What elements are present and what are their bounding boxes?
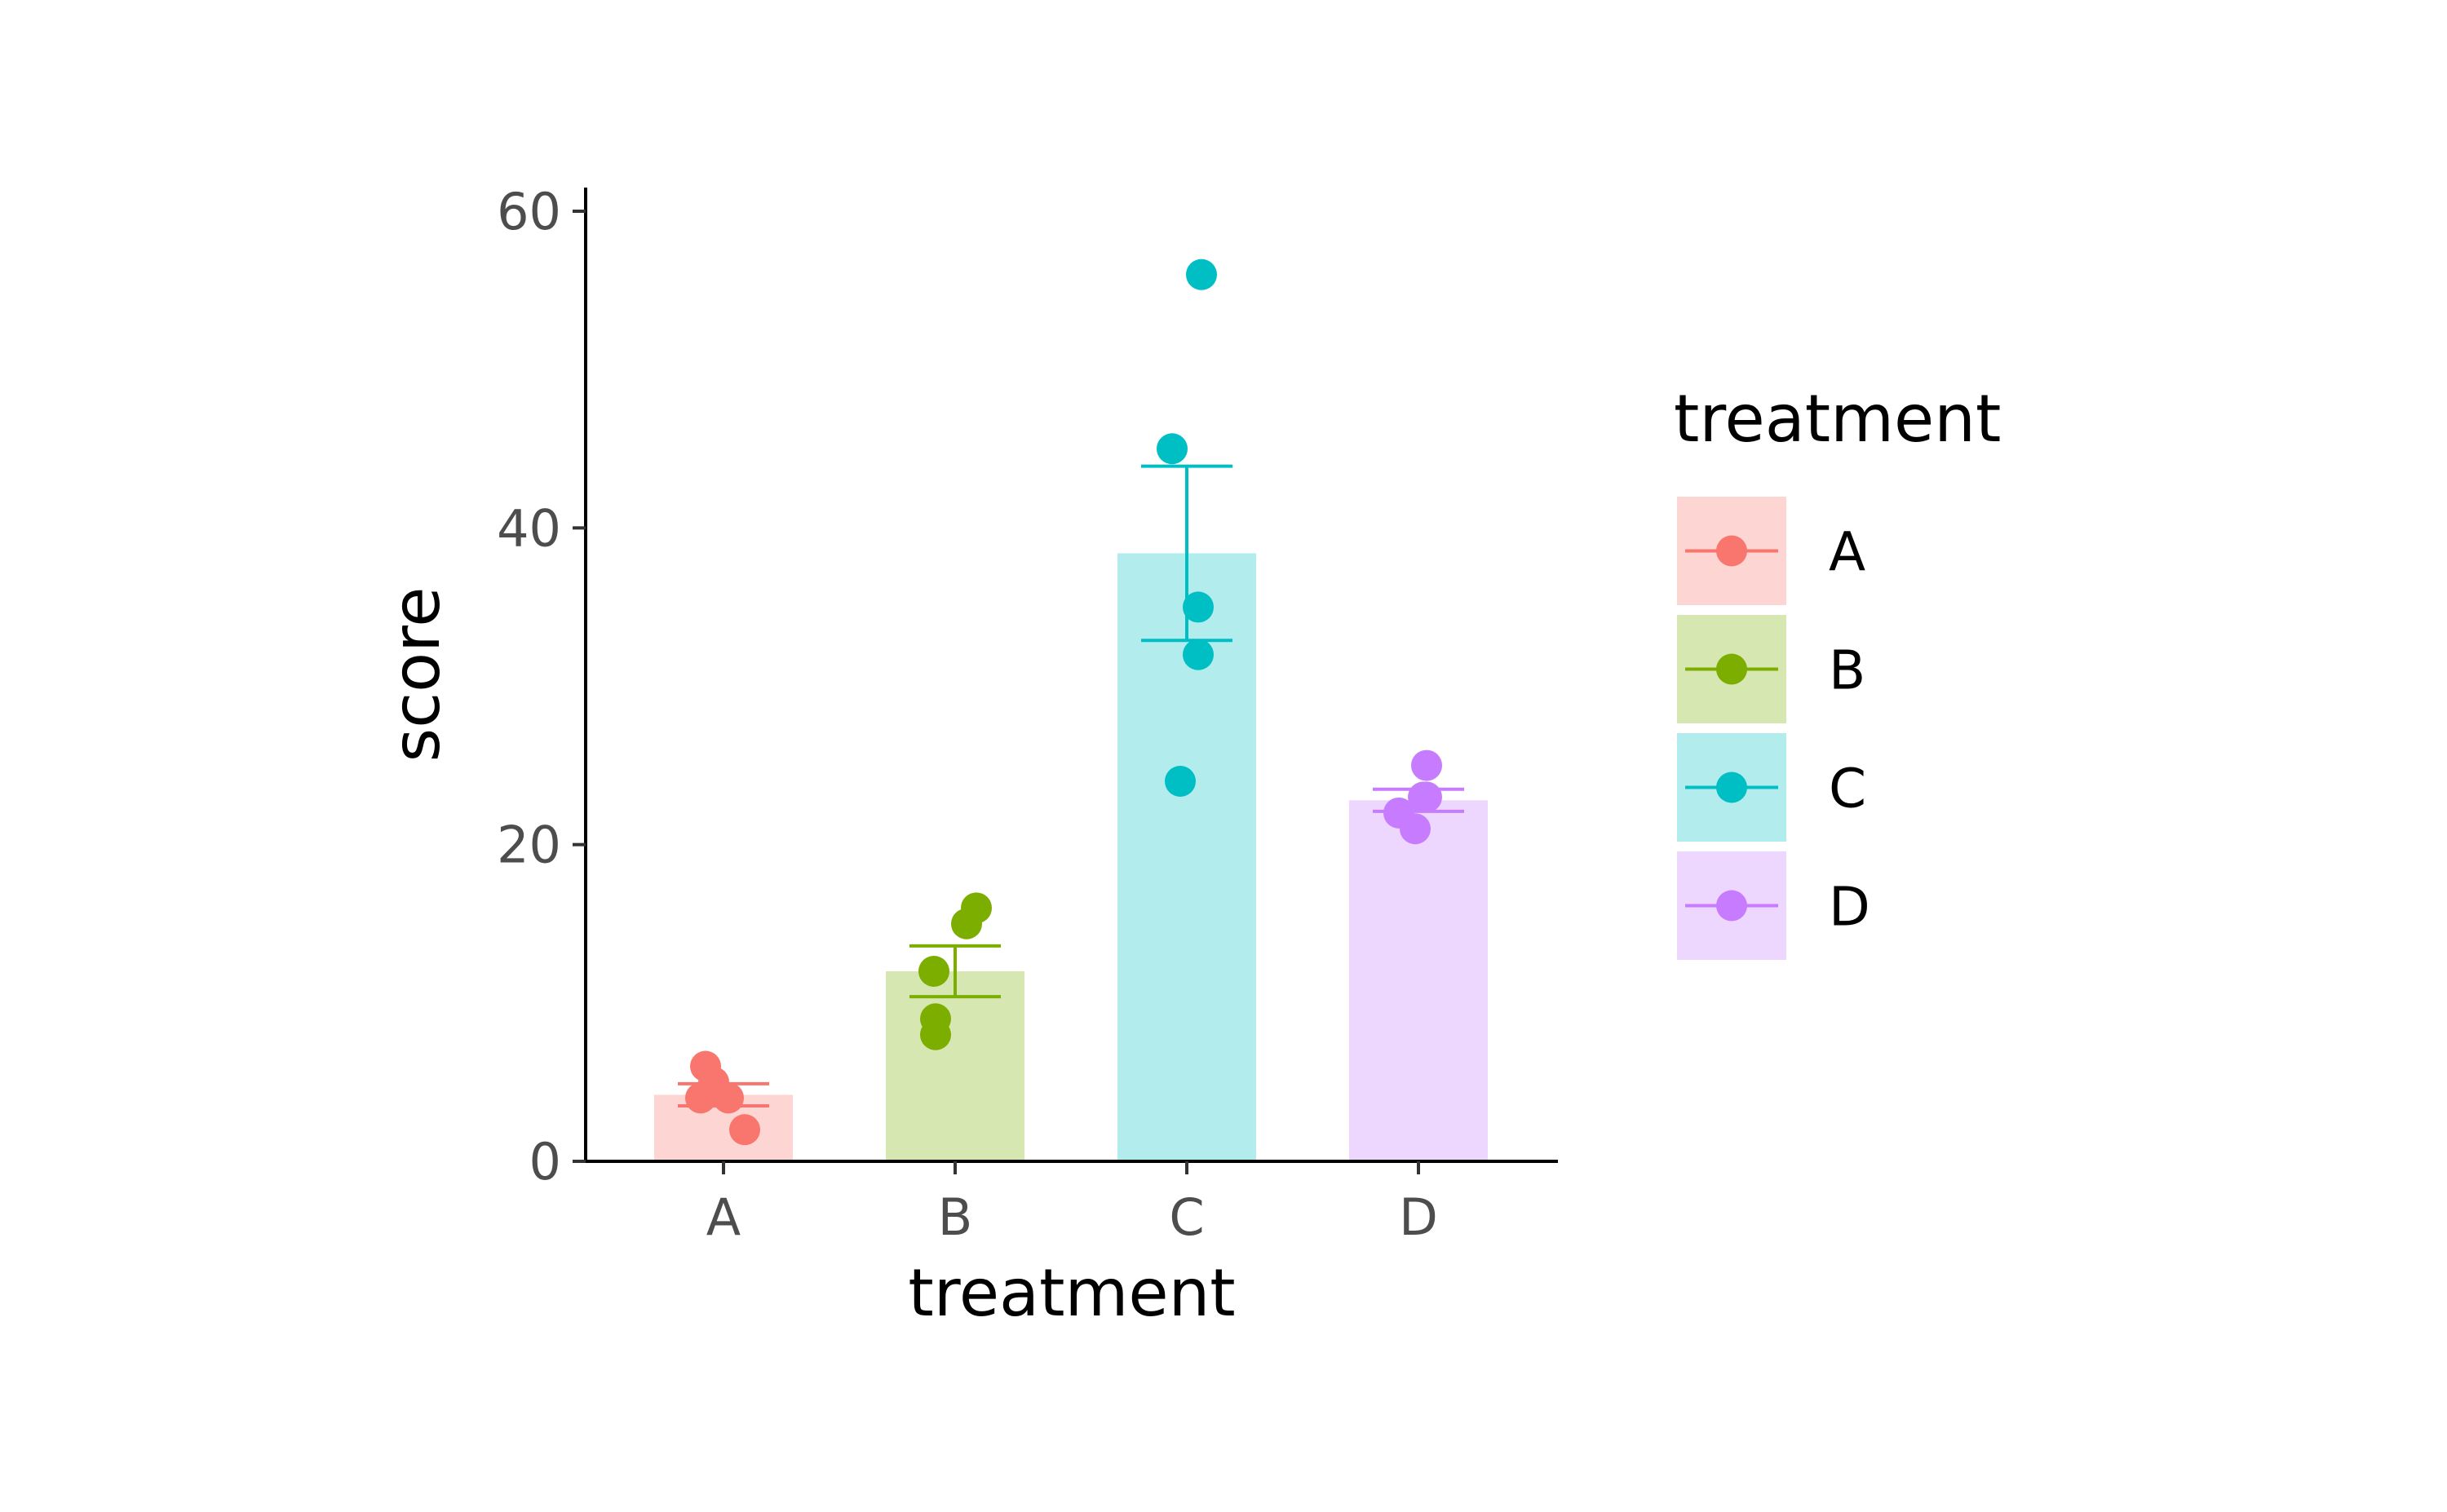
y-tick-label: 0 <box>529 1132 561 1191</box>
x-tick-label: C <box>1169 1187 1204 1247</box>
point-a <box>713 1082 744 1114</box>
x-tick-label: D <box>1399 1187 1438 1247</box>
point-c <box>1183 591 1214 623</box>
point-d <box>1411 781 1442 813</box>
legend-item-d: D <box>1677 851 1870 960</box>
x-tick-label: B <box>938 1187 973 1247</box>
point-a <box>685 1082 716 1114</box>
axes: 0 20 40 60 A B C D <box>497 182 1558 1247</box>
legend-label: D <box>1829 876 1870 939</box>
data-points <box>685 259 1442 1146</box>
point-b <box>951 908 982 939</box>
point-d <box>1400 813 1431 845</box>
point-c <box>1165 766 1196 797</box>
point-a <box>729 1114 760 1146</box>
legend-item-a: A <box>1677 497 1865 605</box>
point-b <box>918 956 949 987</box>
bar-d <box>1349 800 1488 1161</box>
x-tick-label: A <box>706 1187 741 1247</box>
y-tick-label: 20 <box>497 816 561 875</box>
point-c <box>1186 259 1217 290</box>
y-axis-title: score <box>378 587 454 763</box>
legend-item-b: B <box>1677 615 1865 723</box>
point-d <box>1411 749 1442 781</box>
y-tick-label: 60 <box>497 182 561 241</box>
legend-key-point <box>1716 535 1747 567</box>
legend-item-c: C <box>1677 733 1866 842</box>
point-c <box>1157 433 1188 465</box>
y-tick-label: 40 <box>497 498 561 558</box>
x-axis-title: treatment <box>908 1255 1235 1331</box>
legend-key-point <box>1716 771 1747 803</box>
point-c <box>1183 639 1214 670</box>
legend-label: C <box>1829 758 1866 820</box>
legend-label: A <box>1829 521 1865 584</box>
legend-key-point <box>1716 890 1747 922</box>
error-bar-b <box>909 944 1001 999</box>
legend-key-point <box>1716 653 1747 685</box>
legend-title: treatment <box>1674 381 2001 457</box>
point-b <box>920 1019 951 1050</box>
bar-b <box>886 971 1024 1161</box>
legend-label: B <box>1829 639 1865 702</box>
